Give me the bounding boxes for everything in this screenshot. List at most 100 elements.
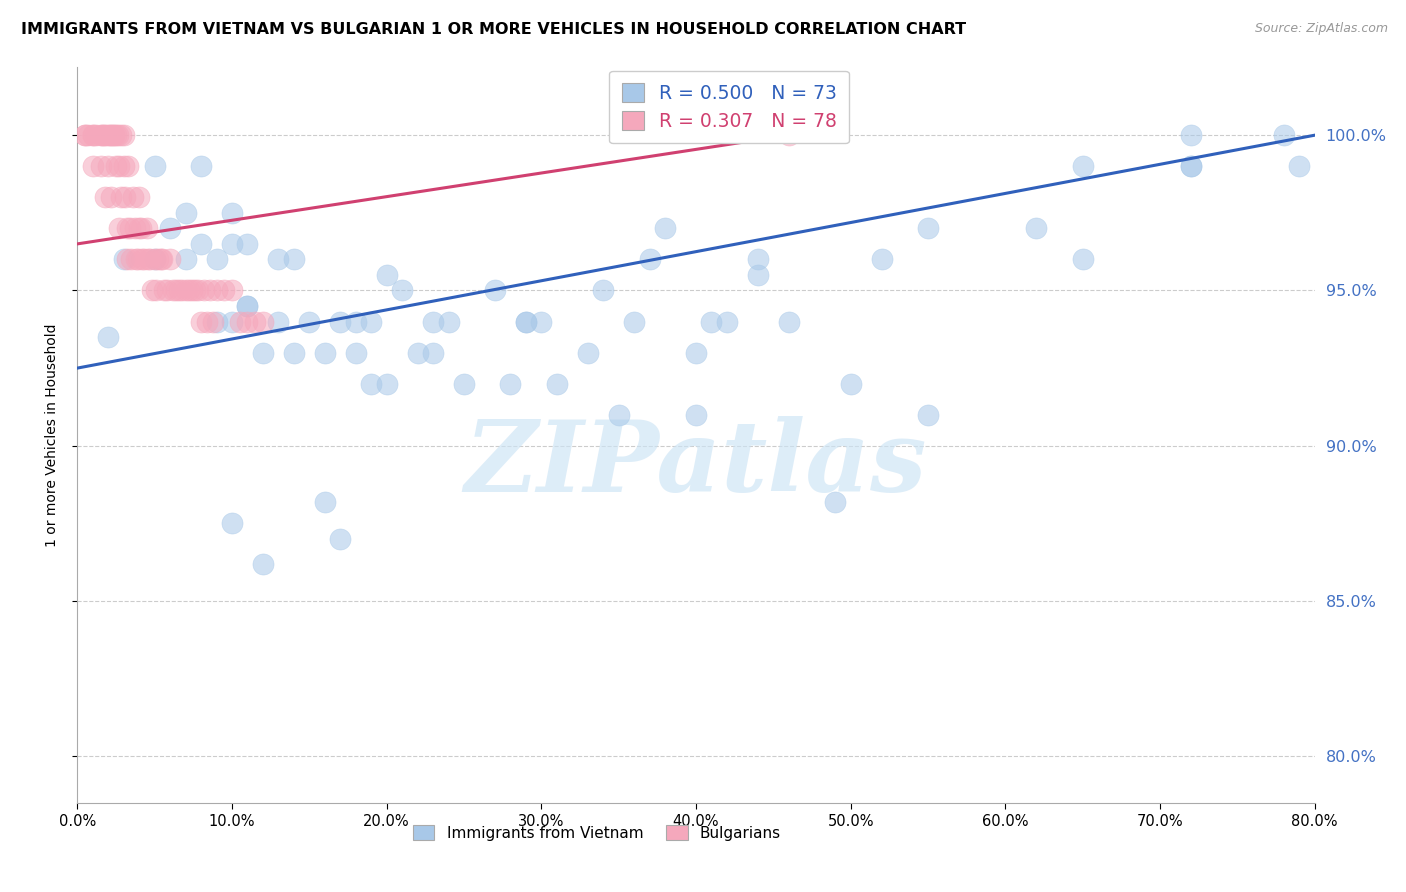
Point	[1288, 159, 1310, 173]
Point	[131, 252, 153, 267]
Point	[152, 252, 174, 267]
Point	[360, 314, 382, 328]
Point	[1180, 128, 1202, 143]
Point	[344, 345, 367, 359]
Point	[75, 128, 96, 143]
Point	[236, 236, 259, 251]
Point	[546, 376, 568, 391]
Text: ZIPatlas: ZIPatlas	[465, 416, 927, 513]
Point	[187, 284, 209, 298]
Point	[839, 376, 862, 391]
Point	[228, 314, 252, 328]
Point	[112, 128, 135, 143]
Point	[159, 252, 181, 267]
Point	[112, 159, 135, 173]
Point	[139, 252, 162, 267]
Point	[685, 408, 707, 422]
Point	[180, 284, 202, 298]
Point	[162, 284, 184, 298]
Point	[136, 221, 159, 235]
Y-axis label: 1 or more Vehicles in Household: 1 or more Vehicles in Household	[45, 323, 59, 547]
Point	[190, 314, 212, 328]
Point	[141, 284, 163, 298]
Point	[159, 221, 181, 235]
Point	[221, 206, 243, 220]
Point	[214, 284, 236, 298]
Point	[205, 314, 228, 328]
Point	[105, 159, 127, 173]
Point	[93, 128, 115, 143]
Point	[453, 376, 475, 391]
Point	[592, 284, 614, 298]
Point	[153, 284, 176, 298]
Point	[1272, 128, 1295, 143]
Point	[375, 268, 398, 282]
Point	[205, 252, 228, 267]
Point	[117, 159, 139, 173]
Point	[110, 190, 132, 204]
Point	[94, 190, 117, 204]
Point	[174, 252, 197, 267]
Point	[100, 190, 122, 204]
Point	[716, 314, 738, 328]
Legend: Immigrants from Vietnam, Bulgarians: Immigrants from Vietnam, Bulgarians	[405, 817, 789, 848]
Point	[94, 128, 117, 143]
Point	[1025, 221, 1047, 235]
Point	[314, 345, 336, 359]
Point	[236, 299, 259, 313]
Point	[146, 252, 169, 267]
Point	[110, 128, 132, 143]
Point	[156, 284, 179, 298]
Point	[98, 128, 121, 143]
Point	[267, 252, 290, 267]
Point	[515, 314, 537, 328]
Point	[1071, 252, 1094, 267]
Point	[252, 345, 274, 359]
Point	[97, 330, 120, 344]
Text: IMMIGRANTS FROM VIETNAM VS BULGARIAN 1 OR MORE VEHICLES IN HOUSEHOLD CORRELATION: IMMIGRANTS FROM VIETNAM VS BULGARIAN 1 O…	[21, 22, 966, 37]
Point	[101, 128, 124, 143]
Point	[143, 252, 166, 267]
Point	[100, 128, 122, 143]
Point	[174, 206, 197, 220]
Point	[245, 314, 267, 328]
Point	[125, 252, 148, 267]
Point	[193, 284, 215, 298]
Point	[221, 236, 243, 251]
Point	[283, 252, 305, 267]
Point	[121, 252, 143, 267]
Point	[917, 408, 939, 422]
Point	[917, 221, 939, 235]
Point	[747, 268, 769, 282]
Point	[90, 128, 111, 143]
Point	[174, 284, 197, 298]
Point	[252, 557, 274, 571]
Point	[530, 314, 553, 328]
Point	[190, 159, 212, 173]
Text: Source: ZipAtlas.com: Source: ZipAtlas.com	[1254, 22, 1388, 36]
Point	[236, 314, 259, 328]
Point	[115, 252, 138, 267]
Point	[202, 314, 225, 328]
Point	[576, 345, 599, 359]
Point	[221, 284, 243, 298]
Point	[128, 190, 150, 204]
Point	[221, 314, 243, 328]
Point	[122, 190, 145, 204]
Point	[127, 252, 149, 267]
Point	[638, 252, 661, 267]
Point	[1180, 159, 1202, 173]
Point	[138, 252, 160, 267]
Point	[128, 221, 150, 235]
Point	[1180, 159, 1202, 173]
Point	[607, 408, 630, 422]
Point	[200, 284, 222, 298]
Point	[165, 284, 187, 298]
Point	[391, 284, 413, 298]
Point	[105, 128, 127, 143]
Point	[97, 128, 120, 143]
Point	[375, 376, 398, 391]
Point	[143, 159, 166, 173]
Point	[329, 532, 352, 546]
Point	[314, 494, 336, 508]
